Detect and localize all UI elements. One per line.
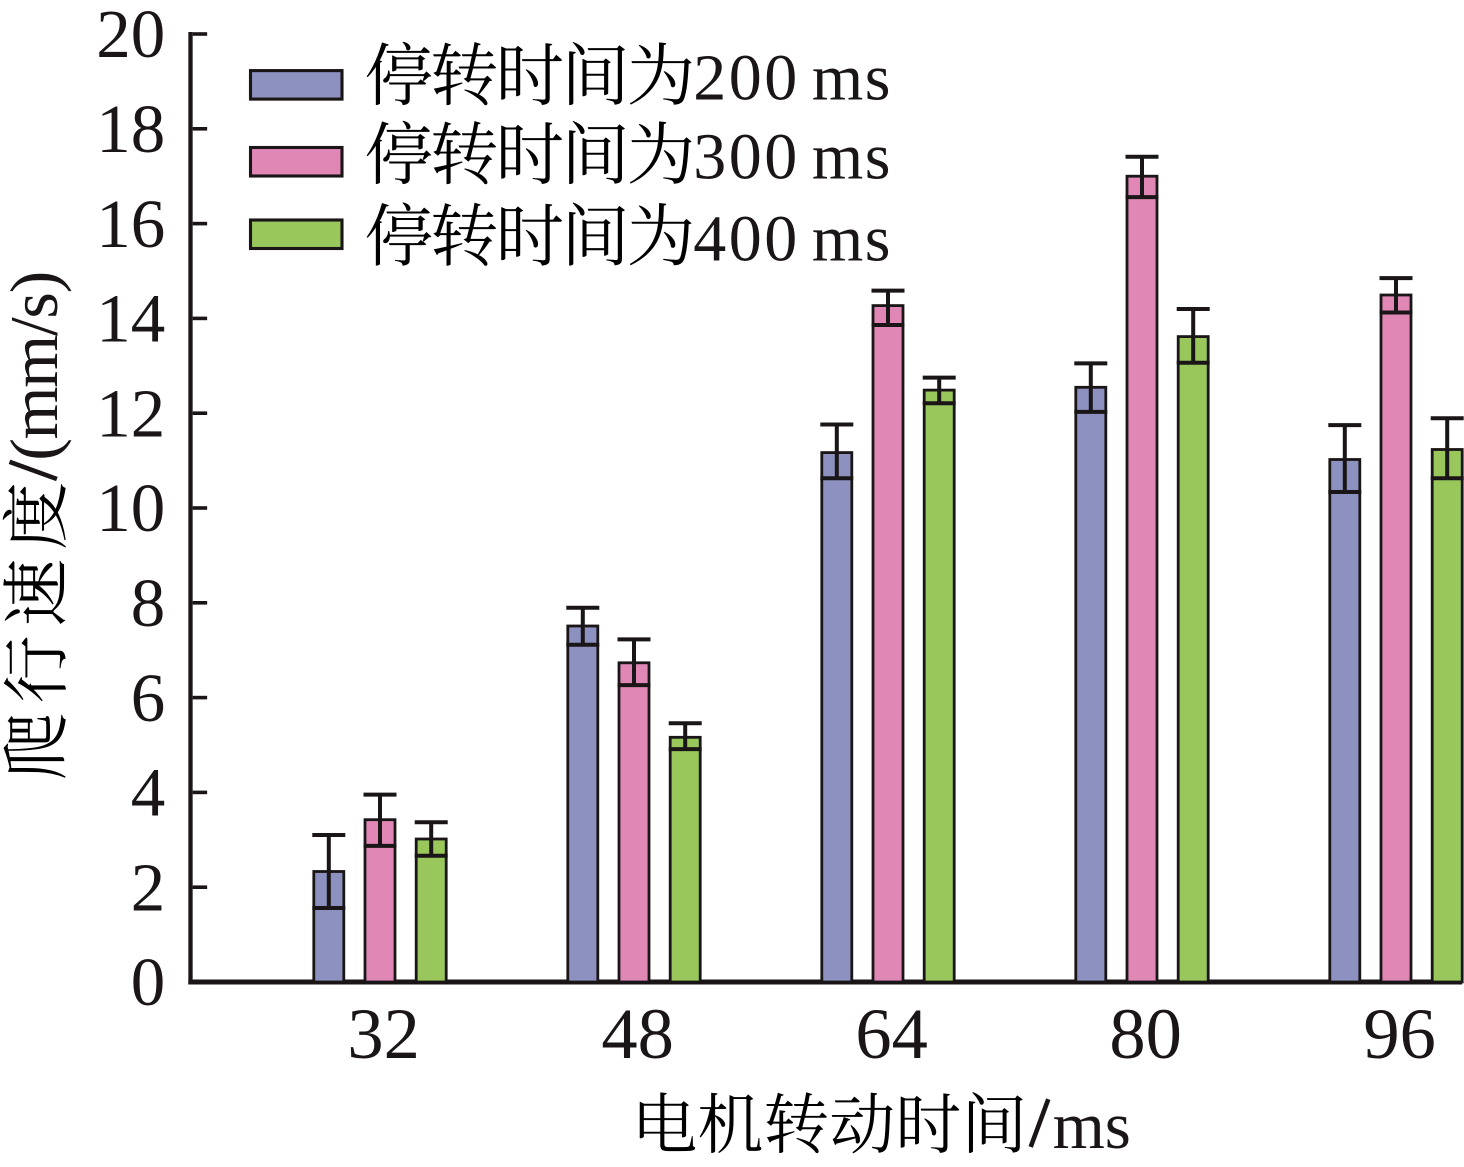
svg-text:10: 10 xyxy=(96,470,165,546)
svg-text:8: 8 xyxy=(131,565,166,641)
svg-text:32: 32 xyxy=(347,993,420,1074)
svg-text:ms: ms xyxy=(812,121,892,194)
svg-text:96: 96 xyxy=(1363,993,1436,1074)
svg-text:(mm/s): (mm/s) xyxy=(0,272,72,461)
svg-text:64: 64 xyxy=(855,993,928,1074)
svg-text:14: 14 xyxy=(96,281,165,357)
svg-text:0: 0 xyxy=(131,944,166,1020)
svg-text:ms: ms xyxy=(812,202,892,275)
svg-text:16: 16 xyxy=(96,186,165,262)
svg-text:200: 200 xyxy=(693,42,800,115)
svg-text:4: 4 xyxy=(131,755,166,831)
svg-text:48: 48 xyxy=(601,993,674,1074)
svg-text:12: 12 xyxy=(96,375,165,451)
svg-text:ms: ms xyxy=(812,42,892,115)
svg-text:80: 80 xyxy=(1109,993,1182,1074)
svg-text:6: 6 xyxy=(131,660,166,736)
svg-text:18: 18 xyxy=(96,91,165,167)
svg-text:2: 2 xyxy=(131,849,166,925)
svg-text:400: 400 xyxy=(693,202,800,275)
svg-text:ms: ms xyxy=(1053,1089,1131,1163)
svg-text:300: 300 xyxy=(693,121,800,194)
svg-text:20: 20 xyxy=(96,0,165,72)
